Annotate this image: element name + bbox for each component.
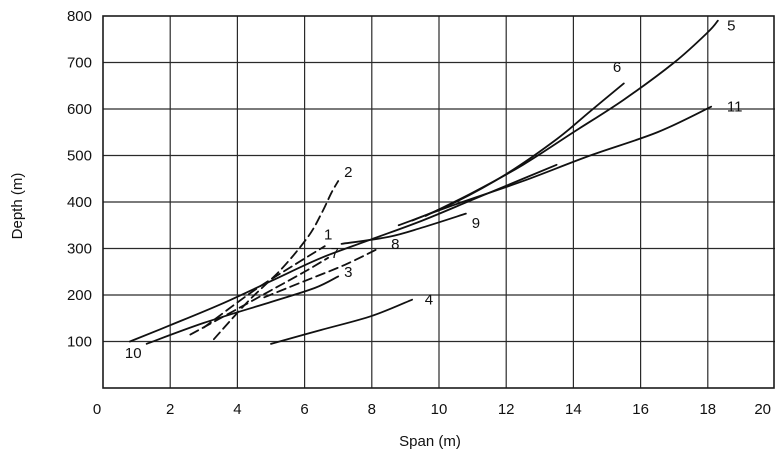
- curve-7: [189, 256, 330, 336]
- y-tick-label: 300: [67, 241, 92, 258]
- x-tick-labels: 0 2 4 6 8 10 12 14 16 18 20: [93, 401, 771, 418]
- curve-label-5: 5: [727, 17, 735, 34]
- y-tick-label: 800: [67, 8, 92, 25]
- y-tick-label: 100: [67, 334, 92, 351]
- curve-label-11: 11: [727, 99, 743, 116]
- x-tick-label: 16: [632, 401, 649, 418]
- curve-label-8: 8: [391, 236, 399, 253]
- curve-8: [263, 247, 380, 299]
- curve-1: [202, 245, 326, 329]
- curve-3: [145, 275, 340, 345]
- x-tick-label: 8: [368, 401, 376, 418]
- curve-label-6: 6: [613, 59, 621, 76]
- curve-9: [340, 212, 467, 245]
- curve-11: [397, 105, 713, 227]
- y-tick-label: 700: [67, 55, 92, 72]
- curve-2: [212, 180, 340, 341]
- x-tick-label: 18: [699, 401, 716, 418]
- x-tick-label: 12: [498, 401, 515, 418]
- plot-area-border: [102, 15, 775, 389]
- curve-label-9: 9: [472, 215, 480, 232]
- x-tick-label: 14: [565, 401, 582, 418]
- grid-layer: [103, 16, 775, 388]
- y-tick-label: 600: [67, 101, 92, 118]
- x-tick-label: 20: [754, 401, 771, 418]
- curve-label-4: 4: [425, 292, 433, 309]
- curve-label-7: 7: [331, 245, 339, 262]
- x-tick-label: 0: [93, 401, 101, 418]
- x-axis-label: Span (m): [399, 433, 461, 450]
- curve-5: [424, 19, 719, 217]
- curve-4: [270, 298, 414, 345]
- y-tick-labels: 100 200 300 400 500 600 700 800: [67, 8, 92, 351]
- x-tick-label: 6: [300, 401, 308, 418]
- curve-label-3: 3: [344, 264, 352, 281]
- y-tick-label: 200: [67, 287, 92, 304]
- x-tick-label: 10: [431, 401, 448, 418]
- curve-label-1: 1: [324, 227, 332, 244]
- y-tick-label: 400: [67, 194, 92, 211]
- plot-frame: [102, 15, 775, 389]
- y-tick-label: 500: [67, 148, 92, 165]
- curves-layer: [128, 19, 719, 345]
- series-labels: 1 2 3 4 5 6 7 8 9 10 11: [125, 17, 743, 362]
- curve-label-2: 2: [344, 164, 352, 181]
- x-tick-label: 4: [233, 401, 241, 418]
- x-tick-label: 2: [166, 401, 174, 418]
- curve-6: [411, 82, 625, 222]
- curve-label-10: 10: [125, 345, 142, 362]
- y-axis-label: Depth (m): [9, 173, 26, 240]
